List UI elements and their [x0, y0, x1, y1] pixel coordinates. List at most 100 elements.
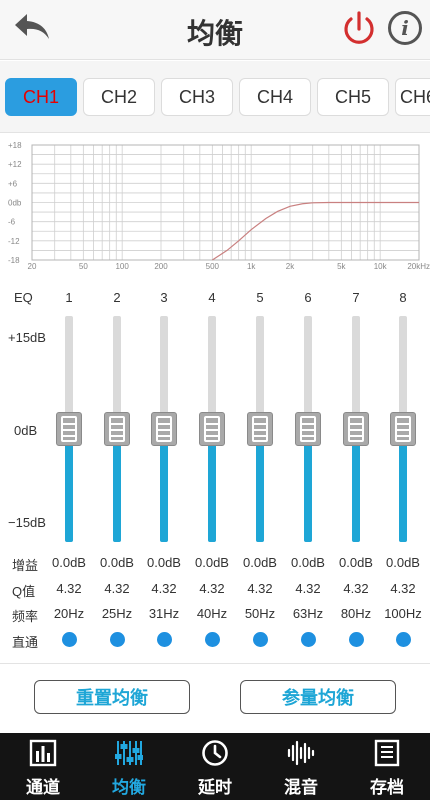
band-gain-value[interactable]: 0.0dB: [243, 555, 277, 570]
band-freq-value[interactable]: 20Hz: [53, 606, 85, 621]
band-number: 8: [399, 290, 407, 305]
nav-save[interactable]: 存档: [344, 733, 430, 800]
band-bypass-toggle[interactable]: [349, 632, 364, 647]
back-arrow-icon: [15, 14, 49, 39]
eq-response-plot: +18 +12 +6 0db -6 -12 -18 20 50 100 200 500 1k 2k 5k 10…: [8, 141, 430, 271]
band-slider-fill: [399, 429, 407, 542]
band-q-value[interactable]: 4.32: [56, 581, 82, 596]
nav-label-eq: 均衡: [112, 778, 146, 798]
band-slider-fill: [352, 429, 360, 542]
band-slider-fill: [113, 429, 121, 542]
band-q-value[interactable]: 4.32: [390, 581, 416, 596]
nav-eq[interactable]: 均衡: [86, 733, 172, 800]
band-gain-value[interactable]: 0.0dB: [291, 555, 325, 570]
band-gain-value[interactable]: 0.0dB: [52, 555, 86, 570]
band-q-value[interactable]: 4.32: [295, 581, 321, 596]
eq-response-chart: +18 +12 +6 0db -6 -12 -18 20 50 100 200 500 1k 2k 5k 10…: [0, 134, 430, 276]
band-slider-thumb[interactable]: [390, 412, 416, 446]
bottom-nav: 通道 均衡 延时 混音: [0, 733, 430, 800]
nav-mix[interactable]: 混音: [258, 733, 344, 800]
band-bypass-toggle[interactable]: [205, 632, 220, 647]
chart-x-tick-label: 100: [115, 262, 129, 271]
band-slider-fill: [160, 429, 168, 542]
band-bypass-toggle[interactable]: [253, 632, 268, 647]
tab-ch5[interactable]: CH5: [317, 78, 389, 116]
eq-bands: EQ +15dB 0dB −15dB 增益 Q值 频率 直通 1 0.0dB 4.3…: [0, 282, 430, 662]
band-slider-thumb[interactable]: [56, 412, 82, 446]
chart-y-tick-label: +18: [8, 141, 22, 150]
band-slider-thumb[interactable]: [247, 412, 273, 446]
nav-delay[interactable]: 延时: [172, 733, 258, 800]
info-button[interactable]: i: [388, 11, 422, 45]
chart-y-tick-label: -18: [8, 256, 20, 265]
band-q-value[interactable]: 4.32: [343, 581, 369, 596]
tab-ch1[interactable]: CH1: [5, 78, 77, 116]
band-bypass-toggle[interactable]: [301, 632, 316, 647]
db-top-label: +15dB: [8, 330, 46, 345]
channel-tabs: CH1 CH2 CH3 CH4 CH5 CH6: [0, 61, 430, 133]
chart-y-tick-label: 0db: [8, 199, 22, 208]
band-gain-value[interactable]: 0.0dB: [195, 555, 229, 570]
band-slider-thumb[interactable]: [295, 412, 321, 446]
chart-x-tick-label: 200: [154, 262, 168, 271]
band-freq-value[interactable]: 25Hz: [101, 606, 133, 621]
band-slider-thumb[interactable]: [343, 412, 369, 446]
band-gain-value[interactable]: 0.0dB: [147, 555, 181, 570]
band-slider-thumb[interactable]: [104, 412, 130, 446]
band-freq-value[interactable]: 31Hz: [148, 606, 180, 621]
chart-y-tick-label: -12: [8, 237, 20, 246]
tab-ch2[interactable]: CH2: [83, 78, 155, 116]
band-slider-fill: [304, 429, 312, 542]
clock-icon: [202, 740, 228, 766]
band-freq-value[interactable]: 40Hz: [196, 606, 228, 621]
page-title: 均衡: [186, 17, 243, 50]
band-bypass-toggle[interactable]: [62, 632, 77, 647]
chart-x-tick-label: 20kHz: [407, 262, 430, 271]
band-freq-value[interactable]: 50Hz: [244, 606, 276, 621]
chart-x-tick-label: 20: [28, 262, 37, 271]
bar-chart-icon: [29, 739, 57, 767]
band-slider-fill: [65, 429, 73, 542]
band-q-value[interactable]: 4.32: [199, 581, 225, 596]
chart-y-tick-label: -6: [8, 218, 16, 227]
band-slider-fill: [256, 429, 264, 542]
band-slider-thumb[interactable]: [151, 412, 177, 446]
reset-eq-button[interactable]: 重置均衡: [34, 680, 190, 714]
band-freq-value[interactable]: 63Hz: [292, 606, 324, 621]
band-number: 6: [304, 290, 312, 305]
band-gain-value[interactable]: 0.0dB: [339, 555, 373, 570]
parametric-eq-button[interactable]: 参量均衡: [240, 680, 396, 714]
power-button[interactable]: [340, 10, 378, 48]
power-icon: [344, 11, 374, 44]
tab-ch3[interactable]: CH3: [161, 78, 233, 116]
band-gain-value[interactable]: 0.0dB: [100, 555, 134, 570]
band-q-value[interactable]: 4.32: [104, 581, 130, 596]
q-row-label: Q值: [12, 584, 36, 599]
tab-ch4[interactable]: CH4: [239, 78, 311, 116]
tab-ch6[interactable]: CH6: [395, 78, 430, 116]
band-number: 2: [113, 290, 121, 305]
db-bottom-label: −15dB: [8, 515, 46, 530]
nav-channel[interactable]: 通道: [0, 733, 86, 800]
band-freq-value[interactable]: 80Hz: [340, 606, 372, 621]
nav-label-mix: 混音: [284, 778, 318, 798]
band-slider-thumb[interactable]: [199, 412, 225, 446]
band-bypass-toggle[interactable]: [110, 632, 125, 647]
band-bypass-toggle[interactable]: [157, 632, 172, 647]
chart-x-tick-label: 10k: [374, 262, 388, 271]
gain-row-label: 增益: [12, 558, 39, 573]
nav-label-channel: 通道: [26, 778, 60, 798]
chart-x-tick-label: 50: [79, 262, 88, 271]
chart-x-tick-label: 2k: [286, 262, 295, 271]
action-bar: 重置均衡 参量均衡: [0, 663, 430, 733]
band-gain-value[interactable]: 0.0dB: [386, 555, 420, 570]
chart-x-tick-label: 500: [206, 262, 220, 271]
band-number: 1: [65, 290, 73, 305]
save-document-icon: [374, 739, 400, 767]
nav-label-delay: 延时: [198, 778, 232, 798]
band-q-value[interactable]: 4.32: [247, 581, 273, 596]
band-freq-value[interactable]: 100Hz: [384, 606, 422, 621]
band-bypass-toggle[interactable]: [396, 632, 411, 647]
band-q-value[interactable]: 4.32: [151, 581, 177, 596]
back-button[interactable]: [10, 10, 54, 44]
